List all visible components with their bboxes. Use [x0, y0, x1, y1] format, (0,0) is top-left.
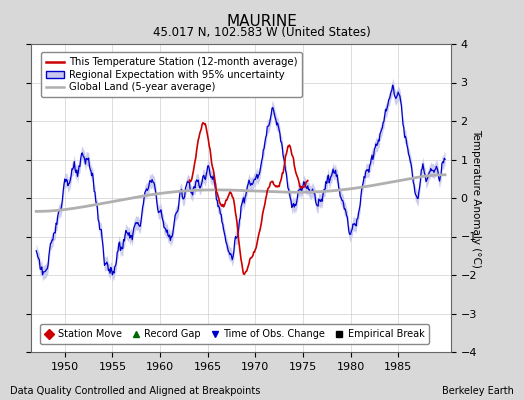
Y-axis label: Temperature Anomaly (°C): Temperature Anomaly (°C): [471, 128, 481, 268]
Text: 45.017 N, 102.583 W (United States): 45.017 N, 102.583 W (United States): [153, 26, 371, 39]
Text: Data Quality Controlled and Aligned at Breakpoints: Data Quality Controlled and Aligned at B…: [10, 386, 261, 396]
Text: Berkeley Earth: Berkeley Earth: [442, 386, 514, 396]
Legend: Station Move, Record Gap, Time of Obs. Change, Empirical Break: Station Move, Record Gap, Time of Obs. C…: [40, 324, 429, 344]
Text: MAURINE: MAURINE: [226, 14, 298, 29]
